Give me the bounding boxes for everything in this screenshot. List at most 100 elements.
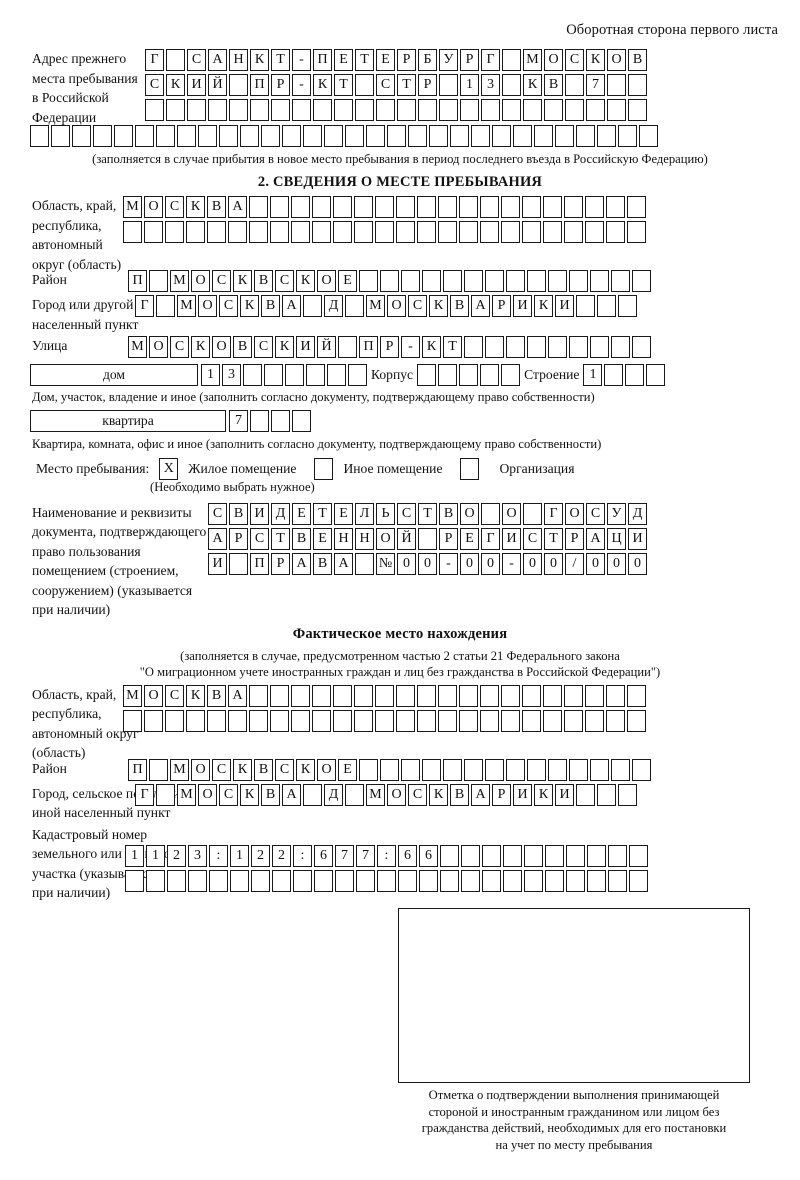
char-cell[interactable] [228,221,247,244]
char-cell[interactable]: Т [418,502,437,525]
char-cell[interactable] [396,196,415,219]
char-cell[interactable] [523,502,542,525]
char-cell[interactable]: 7 [229,409,248,432]
char-cell[interactable]: Г [481,49,500,71]
char-cell[interactable]: М [523,49,542,71]
char-cell[interactable]: В [628,49,647,71]
char-cell[interactable] [240,125,259,147]
char-cell[interactable]: - [292,74,311,96]
char-cell[interactable] [359,270,378,293]
char-cell[interactable]: О [607,49,626,71]
char-cell[interactable]: П [250,552,269,575]
char-cell[interactable]: К [233,270,252,293]
char-cell[interactable] [354,221,373,244]
char-cell[interactable]: 3 [481,74,500,96]
char-cell[interactable] [569,270,588,293]
char-cell[interactable]: М [177,295,196,318]
char-cell[interactable]: Д [271,502,290,525]
char-cell[interactable] [417,684,436,707]
char-cell[interactable]: Т [271,527,290,550]
char-cell[interactable]: И [513,783,532,806]
char-cell[interactable] [566,869,585,892]
char-cell[interactable] [523,99,542,121]
char-cell[interactable] [585,709,604,732]
char-cell[interactable]: К [275,336,294,359]
char-cell[interactable] [417,364,437,387]
char-cell[interactable]: И [628,527,647,550]
char-cell[interactable] [565,99,584,121]
char-cell[interactable] [186,709,205,732]
char-cell[interactable] [51,125,70,147]
char-cell[interactable] [123,709,142,732]
char-cell[interactable] [627,684,646,707]
char-cell[interactable]: С [187,49,206,71]
char-cell[interactable]: К [422,336,441,359]
char-cell[interactable] [375,684,394,707]
char-cell[interactable] [229,74,248,96]
char-cell[interactable]: Т [355,49,374,71]
char-cell[interactable] [480,364,500,387]
char-cell[interactable] [291,196,310,219]
char-cell[interactable] [417,221,436,244]
char-cell[interactable] [440,869,459,892]
char-cell[interactable] [503,869,522,892]
char-cell[interactable] [396,684,415,707]
char-cell[interactable] [156,295,175,318]
char-cell[interactable]: С [145,74,164,96]
char-cell[interactable]: 1 [583,364,603,387]
prev-address-line-4[interactable] [30,125,800,150]
char-cell[interactable]: А [208,527,227,550]
char-cell[interactable] [250,99,269,121]
char-cell[interactable] [555,125,574,147]
char-cell[interactable] [249,684,268,707]
char-cell[interactable]: Г [481,527,500,550]
char-cell[interactable] [312,196,331,219]
char-cell[interactable] [439,99,458,121]
char-cell[interactable] [576,295,595,318]
char-cell[interactable]: Р [565,527,584,550]
char-cell[interactable] [380,270,399,293]
stamp-box[interactable] [398,908,750,1083]
char-cell[interactable] [607,99,626,121]
char-cell[interactable] [464,336,483,359]
char-cell[interactable] [303,295,322,318]
char-cell[interactable]: Г [145,49,164,71]
char-cell[interactable] [503,844,522,867]
char-cell[interactable]: С [408,295,427,318]
char-cell[interactable]: В [229,502,248,525]
char-cell[interactable] [422,270,441,293]
char-cell[interactable] [485,270,504,293]
char-cell[interactable] [481,99,500,121]
char-cell[interactable] [460,99,479,121]
char-cell[interactable]: Д [628,502,647,525]
char-cell[interactable]: Е [338,758,357,781]
char-cell[interactable] [543,221,562,244]
char-cell[interactable]: О [198,783,217,806]
char-cell[interactable]: 1 [460,74,479,96]
char-cell[interactable] [166,99,185,121]
char-cell[interactable]: Т [313,502,332,525]
char-cell[interactable] [324,125,343,147]
char-cell[interactable] [564,221,583,244]
char-cell[interactable]: 0 [628,552,647,575]
char-cell[interactable] [502,99,521,121]
char-cell[interactable] [338,336,357,359]
char-cell[interactable]: М [366,783,385,806]
char-cell[interactable]: Е [313,527,332,550]
char-cell[interactable] [177,125,196,147]
char-cell[interactable] [380,758,399,781]
char-cell[interactable] [611,270,630,293]
char-cell[interactable]: П [359,336,378,359]
char-cell[interactable]: Н [229,49,248,71]
char-cell[interactable]: В [313,552,332,575]
char-cell[interactable]: 0 [397,552,416,575]
char-cell[interactable]: С [165,196,184,219]
char-cell[interactable] [590,336,609,359]
char-cell[interactable]: С [275,270,294,293]
char-cell[interactable] [270,221,289,244]
char-cell[interactable]: 6 [314,844,333,867]
char-cell[interactable] [632,758,651,781]
